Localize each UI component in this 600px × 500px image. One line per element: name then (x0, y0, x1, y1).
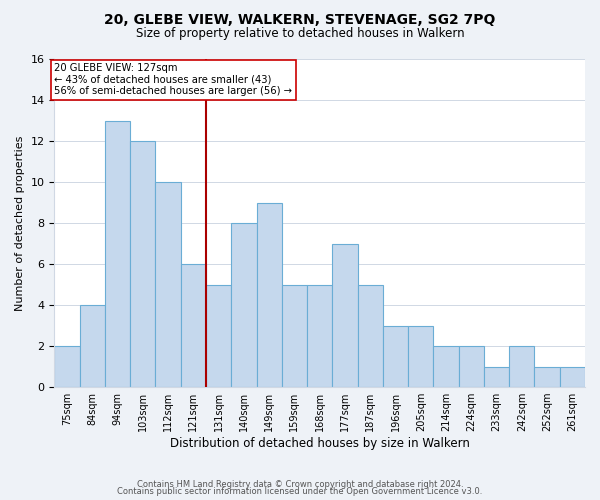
Bar (433, 346, 458, 387)
Bar (206, 284, 231, 387)
X-axis label: Distribution of detached houses by size in Walkern: Distribution of detached houses by size … (170, 437, 470, 450)
Bar (130, 141, 155, 387)
Text: Contains public sector information licensed under the Open Government Licence v3: Contains public sector information licen… (118, 487, 482, 496)
Y-axis label: Number of detached properties: Number of detached properties (15, 136, 25, 310)
Bar (332, 244, 358, 387)
Text: Contains HM Land Registry data © Crown copyright and database right 2024.: Contains HM Land Registry data © Crown c… (137, 480, 463, 489)
Bar (231, 223, 257, 387)
Bar (155, 182, 181, 387)
Bar (535, 366, 560, 387)
Bar (80, 305, 105, 387)
Bar (105, 120, 130, 387)
Bar (181, 264, 206, 387)
Bar (509, 346, 535, 387)
Bar (257, 202, 282, 387)
Bar (484, 366, 509, 387)
Text: 20 GLEBE VIEW: 127sqm
← 43% of detached houses are smaller (43)
56% of semi-deta: 20 GLEBE VIEW: 127sqm ← 43% of detached … (55, 63, 292, 96)
Text: 20, GLEBE VIEW, WALKERN, STEVENAGE, SG2 7PQ: 20, GLEBE VIEW, WALKERN, STEVENAGE, SG2 … (104, 12, 496, 26)
Bar (560, 366, 585, 387)
Bar (408, 326, 433, 387)
Bar (383, 326, 408, 387)
Bar (458, 346, 484, 387)
Text: Size of property relative to detached houses in Walkern: Size of property relative to detached ho… (136, 28, 464, 40)
Bar (282, 284, 307, 387)
Bar (307, 284, 332, 387)
Bar (358, 284, 383, 387)
Bar (55, 346, 80, 387)
